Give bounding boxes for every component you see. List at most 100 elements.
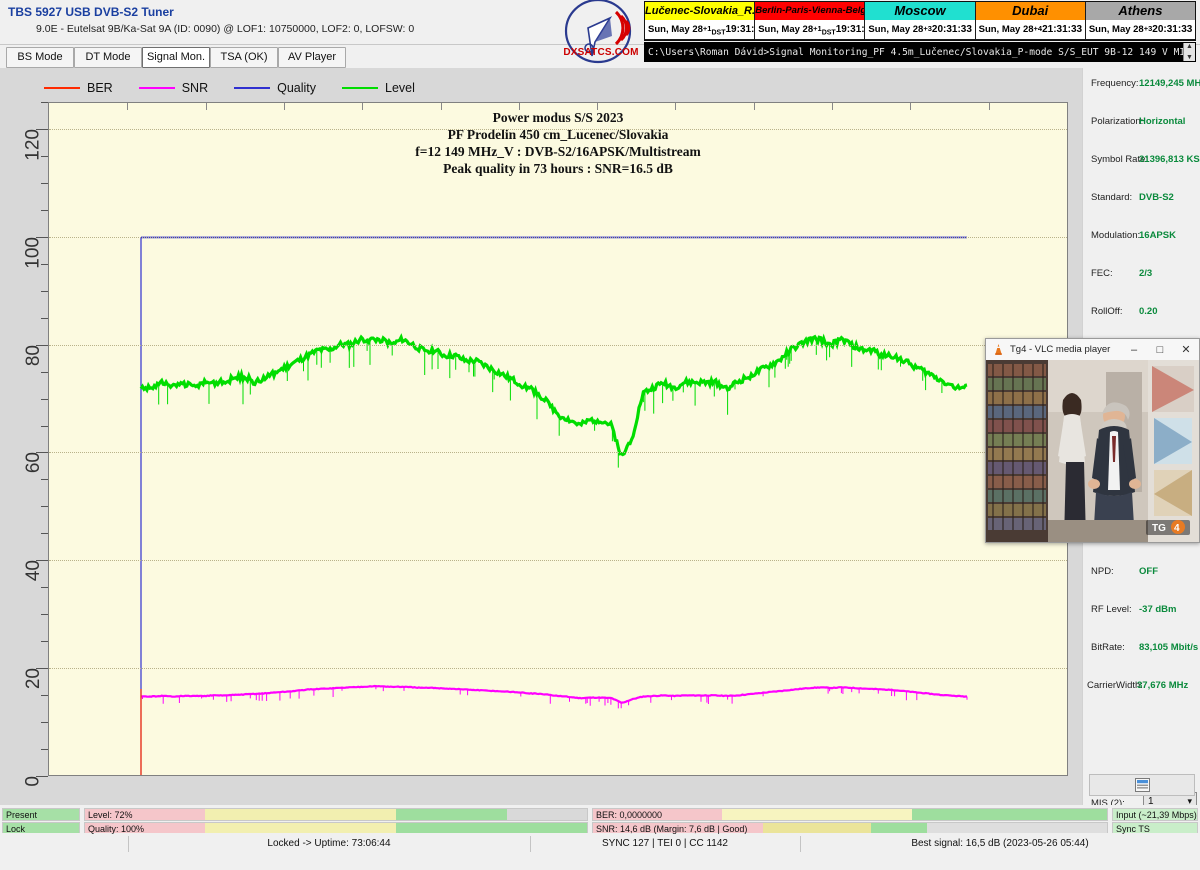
y-tick-label: 20 [23, 668, 44, 690]
clock-time-row: Sun, May 28 +4 21:31:33 [975, 20, 1085, 39]
tab-tsa[interactable]: TSA (OK) [210, 47, 278, 68]
status-separator [530, 836, 531, 852]
y-tick-major [36, 344, 48, 346]
tab-signal-mon[interactable]: Signal Mon. [142, 47, 210, 68]
clock-time-row: Sun, May 28 +1DST 19:31:33 [755, 20, 876, 39]
y-tick-minor [41, 102, 48, 103]
info-key: FEC: [1091, 268, 1113, 279]
y-tick-minor [41, 371, 48, 373]
legend-label-quality: Quality [277, 81, 317, 95]
vlc-maximize-button[interactable]: □ [1156, 343, 1164, 356]
clock-moscow: Moscow Sun, May 28 +3 20:31:33 [865, 2, 976, 40]
y-tick-minor [41, 506, 48, 508]
chart-title-line-1: PF Prodelin 450 cm_Lucenec/Slovakia [447, 127, 669, 142]
info-key: NPD: [1091, 566, 1114, 577]
trace-snr-noise [142, 686, 968, 709]
chart-legend: BER SNR Quality Level [44, 78, 415, 98]
quality-label: Quality: 100% [88, 824, 145, 834]
chart-gridline [49, 236, 1067, 238]
level-meter: Level: 72% [84, 808, 588, 821]
y-tick-minor [41, 182, 48, 184]
vlc-close-button[interactable]: ✕ [1181, 344, 1191, 356]
legend-label-snr: SNR [181, 81, 209, 95]
y-tick-major [36, 452, 48, 454]
tab-av-player[interactable]: AV Player [278, 47, 346, 68]
console-scrollbar[interactable]: ▲ ▼ [1183, 43, 1195, 61]
quality-meter: Quality: 100% [84, 822, 588, 835]
legend-swatch-snr [138, 87, 175, 89]
mis-label: MIS (2): [1091, 798, 1125, 809]
y-tick-minor [41, 614, 48, 616]
chart-title: Power modus S/S 2023 PF Prodelin 450 cm_L… [49, 109, 1067, 177]
world-clock-bar: Lučenec-Slovakia_R.Dávid Sun, May 28 +1D… [644, 1, 1196, 41]
y-tick-minor [41, 479, 48, 481]
clock-city-label: Lučenec-Slovakia_R.Dávid [645, 2, 755, 20]
chart-gridline [49, 128, 1067, 130]
clock-hms: 21:31:33 [1042, 24, 1083, 35]
legend-swatch-ber [44, 87, 80, 89]
info-key: RollOff: [1091, 306, 1123, 317]
chart-gridline [49, 560, 1067, 562]
clock-dst: +3 [923, 24, 932, 34]
vlc-cone-icon [992, 343, 1005, 356]
chart-title-line-0: Power modus S/S 2023 [492, 110, 624, 125]
info-row-standard: Standard: DVB-S2 [1083, 192, 1200, 207]
y-tick-minor [41, 155, 48, 157]
info-value: 83,105 Mbit/s [1139, 642, 1199, 653]
clock-lucenec: Lučenec-Slovakia_R.Dávid Sun, May 28 +1D… [645, 2, 766, 40]
vlc-titlebar[interactable]: Tg4 - VLC media player – □ ✕ [986, 339, 1199, 361]
status-separator [128, 836, 129, 852]
vlc-minimize-button[interactable]: – [1130, 343, 1138, 356]
y-tick-minor [41, 209, 48, 211]
info-row-rolloff: RollOff: 0.20 [1083, 306, 1200, 321]
satellite-dish-icon [548, 0, 652, 64]
meter-row-bottom: Lock Quality: 100% SNR: 14,6 dB (Margin:… [0, 822, 1200, 835]
y-tick-minor [41, 398, 48, 400]
info-key: BitRate: [1091, 642, 1125, 653]
x-tick [753, 103, 755, 110]
mis-selected-value: 1 [1148, 795, 1154, 807]
sync-ts-label: Sync TS [1116, 824, 1150, 834]
legend-swatch-level [342, 87, 379, 89]
y-tick-minor [41, 317, 48, 319]
info-value: 31396,813 KS/s [1139, 154, 1200, 165]
chart-title-line-2: f=12 149 MHz_V : DVB-S2/16APSK/Multistre… [415, 144, 701, 159]
y-tick-label: 0 [23, 776, 44, 787]
list-view-icon [1134, 778, 1150, 792]
vlc-media-player-window[interactable]: Tg4 - VLC media player – □ ✕ [985, 338, 1200, 543]
x-tick [910, 103, 912, 110]
list-view-button[interactable] [1089, 774, 1195, 796]
meter-row-top: Present Level: 72% BER: 0,0000000 Input … [0, 808, 1200, 821]
info-value: 12149,245 MHz [1139, 78, 1200, 89]
info-value: Horizontal [1139, 116, 1186, 127]
app-subtitle: 9.0E - Eutelsat 9B/Ka-Sat 9A (ID: 0090) … [36, 23, 415, 35]
legend-item-level: Level [342, 81, 415, 95]
info-row-fec: FEC: 2/3 [1083, 268, 1200, 283]
snr-label: SNR: 14,6 dB (Margin: 7,6 dB | Good) [596, 824, 748, 834]
y-tick-minor [41, 587, 48, 589]
present-label: Present [6, 810, 38, 820]
y-tick-minor [41, 641, 48, 643]
present-indicator: Present [2, 808, 80, 821]
info-key: Modulation: [1091, 230, 1141, 241]
lock-label: Lock [6, 824, 26, 834]
vlc-video-surface[interactable]: TG 4 [986, 360, 1199, 542]
clock-city-label: Dubai [975, 2, 1085, 20]
info-row-symbol-rate: Symbol Rate: 31396,813 KS/s [1083, 154, 1200, 169]
info-value: 16APSK [1139, 230, 1176, 241]
ber-label: BER: 0,0000000 [596, 810, 663, 820]
y-tick-major [36, 128, 48, 130]
info-value: 0.20 [1139, 306, 1158, 317]
console-command-text: C:\Users\Roman Dávid>Signal Monitoring_P… [648, 46, 1183, 58]
scroll-up-icon[interactable]: ▲ [1186, 43, 1193, 50]
legend-label-ber: BER [87, 81, 113, 95]
clock-date: Sun, May 28 [868, 24, 924, 35]
chart-plot-area: Power modus S/S 2023 PF Prodelin 450 cm_L… [48, 102, 1068, 776]
trace-level [139, 333, 968, 457]
tab-dt-mode[interactable]: DT Mode [74, 47, 142, 68]
info-value: 37,676 MHz [1137, 680, 1189, 691]
clock-date: Sun, May 28 [648, 24, 703, 35]
tab-bs-mode[interactable]: BS Mode [6, 47, 74, 68]
scroll-down-icon[interactable]: ▼ [1186, 54, 1193, 61]
status-uptime: Locked -> Uptime: 73:06:44 [267, 838, 391, 849]
